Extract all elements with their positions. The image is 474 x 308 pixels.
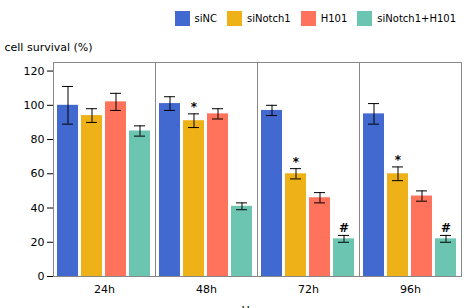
svg-text:*: * — [395, 153, 402, 167]
html-text:siNC: siNC — [194, 13, 217, 24]
svg-text:20: 20 — [31, 236, 45, 249]
html-text:siNotch1+H101: siNotch1+H101 — [377, 13, 456, 24]
svg-text:cell survival (%): cell survival (%) — [5, 41, 93, 54]
svg-text:Hours: Hours — [241, 304, 273, 308]
svg-text:100: 100 — [24, 99, 45, 112]
svg-text:40: 40 — [31, 202, 45, 215]
svg-text:#: # — [339, 221, 349, 235]
svg-text:60: 60 — [31, 167, 45, 180]
svg-text:0: 0 — [38, 270, 45, 283]
svg-text:72h: 72h — [298, 283, 319, 296]
svg-text:24h: 24h — [94, 283, 115, 296]
html-text:H101: H101 — [320, 13, 348, 24]
svg-text:*: * — [191, 100, 198, 114]
html-text:siNotch1: siNotch1 — [247, 13, 291, 24]
svg-text:48h: 48h — [196, 283, 217, 296]
svg-text:#: # — [441, 221, 451, 235]
svg-text:80: 80 — [31, 133, 45, 146]
svg-text:*: * — [293, 155, 300, 169]
svg-text:96h: 96h — [400, 283, 421, 296]
svg-text:120: 120 — [24, 65, 45, 78]
